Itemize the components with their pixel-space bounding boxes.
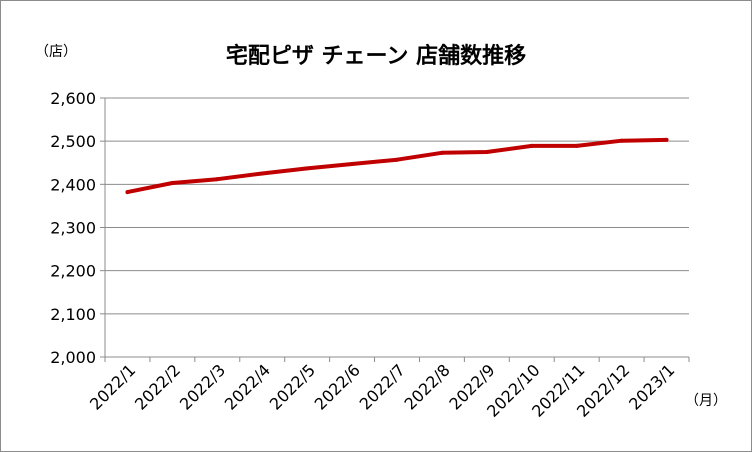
chart-title: 宅配ピザ チェーン 店舗数推移 — [226, 43, 526, 69]
data-point — [350, 162, 355, 167]
data-point — [484, 149, 489, 154]
x-tick-label: 2022/3 — [176, 360, 229, 413]
data-point — [395, 157, 399, 162]
y-tick-label: 2,200 — [50, 262, 96, 281]
data-point — [619, 138, 624, 143]
data-point — [574, 143, 579, 148]
y-tick-label: 2,100 — [50, 305, 96, 324]
y-tick-label: 2,400 — [50, 175, 96, 194]
data-point — [215, 177, 220, 182]
y-tick-labels: 2,000 2,100 2,200 2,300 2,400 2,500 2,600 — [50, 89, 96, 367]
x-tick-labels: 2022/12022/22022/32022/42022/52022/62022… — [86, 360, 678, 420]
y-tick-label: 2,500 — [50, 132, 96, 151]
y-axis-unit-label: （店） — [35, 44, 77, 60]
x-tick-label: 2023/1 — [625, 360, 678, 413]
data-point — [664, 137, 669, 142]
x-tick-label: 2022/2 — [131, 360, 184, 413]
data-point — [305, 166, 310, 171]
x-tick-label: 2022/4 — [221, 360, 274, 413]
data-point — [439, 150, 444, 155]
x-tick-label: 2022/5 — [266, 360, 319, 413]
axes — [100, 97, 690, 362]
data-point — [125, 190, 130, 195]
y-tick-label: 2,000 — [50, 348, 96, 367]
gridlines — [105, 97, 689, 315]
x-tick-label: 2022/6 — [311, 360, 364, 413]
y-tick-label: 2,300 — [50, 219, 96, 238]
x-tick-label: 2022/1 — [86, 360, 139, 413]
data-point — [529, 143, 534, 148]
series-layer — [125, 137, 669, 195]
data-point — [260, 171, 265, 176]
x-axis-unit-label: （月） — [685, 393, 727, 409]
x-tick-label: 2022/7 — [356, 360, 409, 413]
data-point — [170, 181, 175, 186]
x-tick-label: 2022/8 — [401, 360, 454, 413]
y-tick-label: 2,600 — [50, 89, 96, 108]
